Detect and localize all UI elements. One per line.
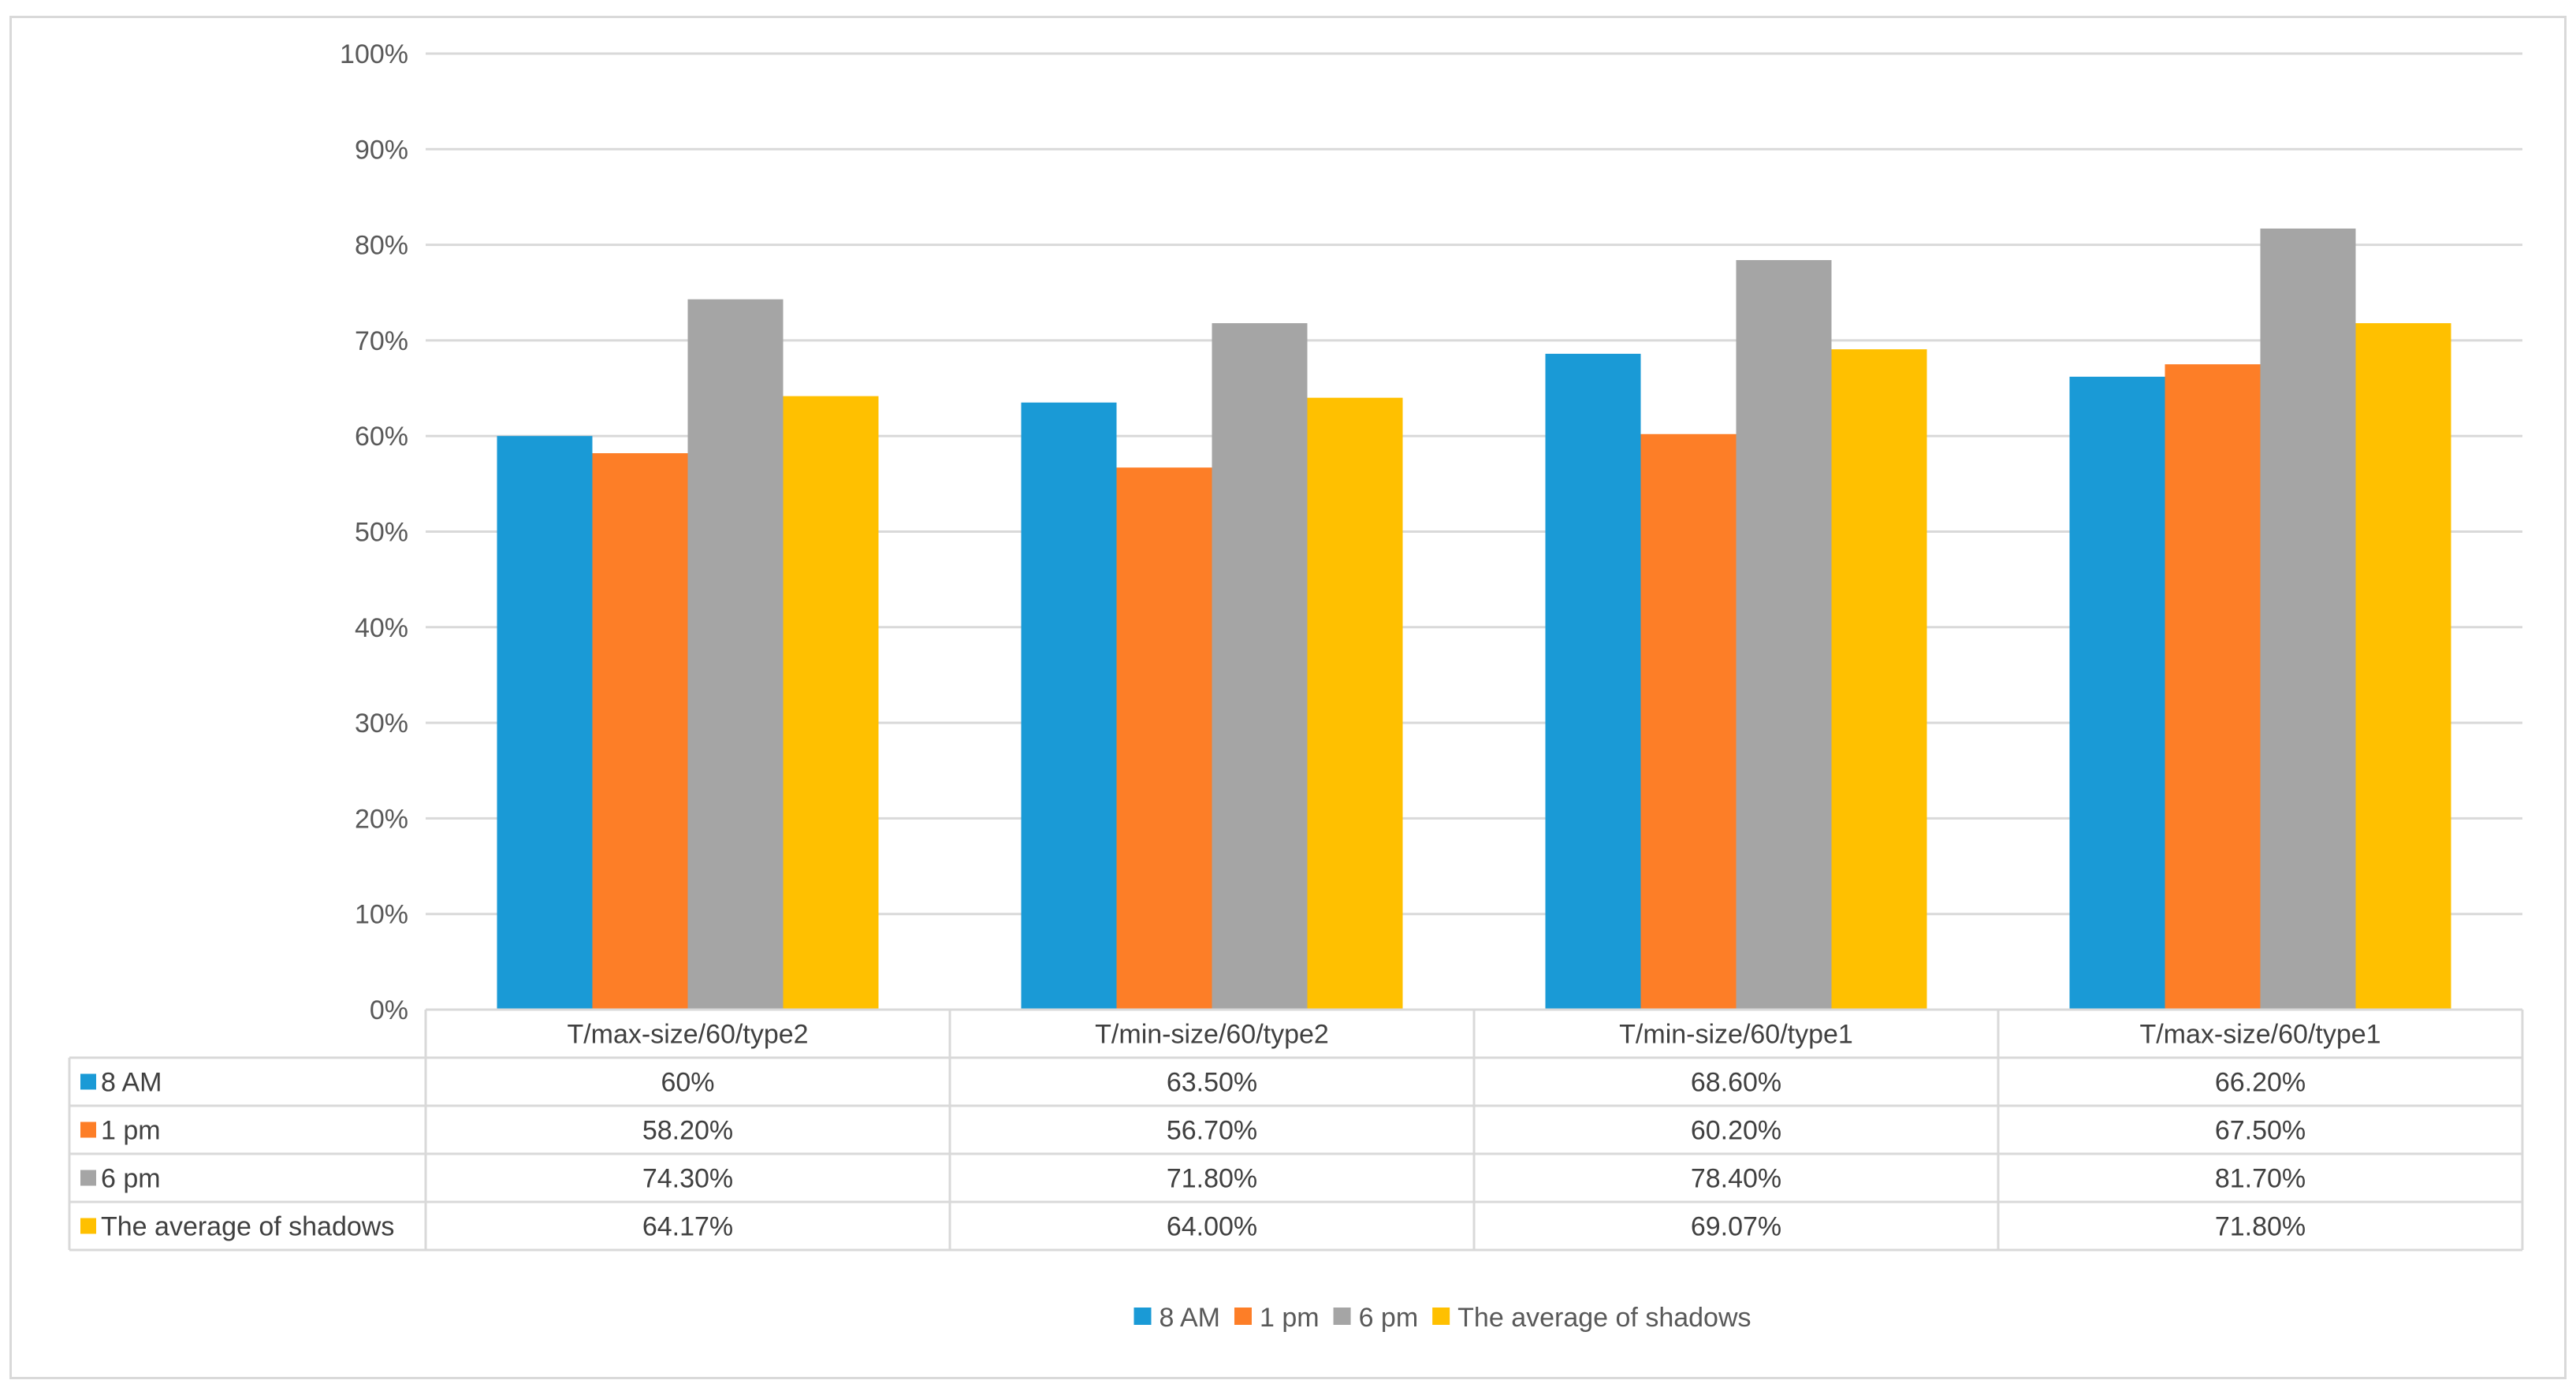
table-value-label: 66.20% xyxy=(2215,1068,2306,1098)
bar xyxy=(783,396,879,1010)
table-value-label: 67.50% xyxy=(2215,1116,2306,1146)
bars xyxy=(497,228,2451,1010)
bar xyxy=(2165,364,2261,1010)
table-value-label: 78.40% xyxy=(1691,1164,1781,1194)
y-axis-tick-labels: 0% 10% 20% 30% 40% 50% 60% 70% 80% 90% 100% xyxy=(340,39,408,1025)
y-tick-label: 90% xyxy=(355,135,408,165)
table-value-label: 81.70% xyxy=(2215,1164,2306,1194)
category-label: T/max-size/60/type2 xyxy=(567,1020,808,1050)
table-value-label: 68.60% xyxy=(1691,1068,1781,1098)
bar xyxy=(687,299,784,1010)
table-value-label: 56.70% xyxy=(1167,1116,1257,1146)
series-key-swatch xyxy=(80,1218,96,1234)
legend-item: 6 pm xyxy=(1333,1303,1419,1333)
legend-label: 1 pm xyxy=(1260,1303,1320,1333)
category-label: T/min-size/60/type1 xyxy=(1619,1020,1853,1050)
bar xyxy=(1831,349,1927,1010)
legend-swatch xyxy=(1234,1308,1252,1325)
y-tick-label: 60% xyxy=(355,422,408,452)
y-tick-label: 20% xyxy=(355,804,408,834)
series-key-swatch xyxy=(80,1073,96,1090)
legend-label: 8 AM xyxy=(1159,1303,1219,1333)
bar xyxy=(1212,323,1308,1010)
y-tick-label: 50% xyxy=(355,518,408,548)
y-tick-label: 70% xyxy=(355,326,408,356)
y-tick-label: 10% xyxy=(355,900,408,930)
legend-swatch xyxy=(1134,1308,1152,1325)
table-value-label: 71.80% xyxy=(1167,1164,1257,1194)
bar xyxy=(2260,228,2356,1010)
bar xyxy=(2069,376,2165,1010)
category-label: T/min-size/60/type2 xyxy=(1095,1020,1329,1050)
y-tick-label: 80% xyxy=(355,231,408,261)
series-key-swatch xyxy=(80,1122,96,1138)
series-row-label: 6 pm xyxy=(101,1164,161,1194)
table-value-label: 64.17% xyxy=(642,1212,733,1242)
table-value-label: 60.20% xyxy=(1691,1116,1781,1146)
series-key-swatch xyxy=(80,1170,96,1186)
bar xyxy=(1021,402,1117,1010)
legend-swatch xyxy=(1432,1308,1450,1325)
legend: 8 AM 1 pm 6 pm The average of shadows xyxy=(1134,1303,1751,1333)
bar xyxy=(592,453,688,1010)
legend-item: The average of shadows xyxy=(1432,1303,1751,1333)
bar xyxy=(497,436,593,1010)
y-tick-label: 100% xyxy=(340,39,408,69)
legend-item: 1 pm xyxy=(1234,1303,1320,1333)
table-value-label: 74.30% xyxy=(642,1164,733,1194)
series-row-label: 8 AM xyxy=(101,1068,162,1098)
bar xyxy=(1116,467,1212,1010)
table-value-label: 64.00% xyxy=(1167,1212,1257,1242)
table-value-label: 69.07% xyxy=(1691,1212,1781,1242)
y-tick-label: 40% xyxy=(355,613,408,643)
table-value-label: 60% xyxy=(661,1068,714,1098)
y-tick-label: 0% xyxy=(370,995,408,1025)
legend-item: 8 AM xyxy=(1134,1303,1220,1333)
legend-label: 6 pm xyxy=(1359,1303,1419,1333)
table-value-label: 71.80% xyxy=(2215,1212,2306,1242)
category-label: T/max-size/60/type1 xyxy=(2139,1020,2381,1050)
series-row-label: 1 pm xyxy=(101,1116,161,1146)
legend-label: The average of shadows xyxy=(1457,1303,1751,1333)
bar xyxy=(2355,323,2451,1010)
legend-items: 8 AM 1 pm 6 pm The average of shadows xyxy=(1134,1303,1751,1333)
bar xyxy=(1545,353,1641,1010)
series-row-label: The average of shadows xyxy=(101,1212,394,1242)
legend-swatch xyxy=(1333,1308,1351,1325)
y-tick-label: 30% xyxy=(355,709,408,738)
data-table: T/max-size/60/type2 T/min-size/60/type2 T/… xyxy=(68,1008,2524,1252)
table-value-label: 58.20% xyxy=(642,1116,733,1146)
table-value-label: 63.50% xyxy=(1167,1068,1257,1098)
bar xyxy=(1307,397,1403,1010)
bar xyxy=(1736,260,1832,1010)
bar xyxy=(1640,433,1737,1010)
